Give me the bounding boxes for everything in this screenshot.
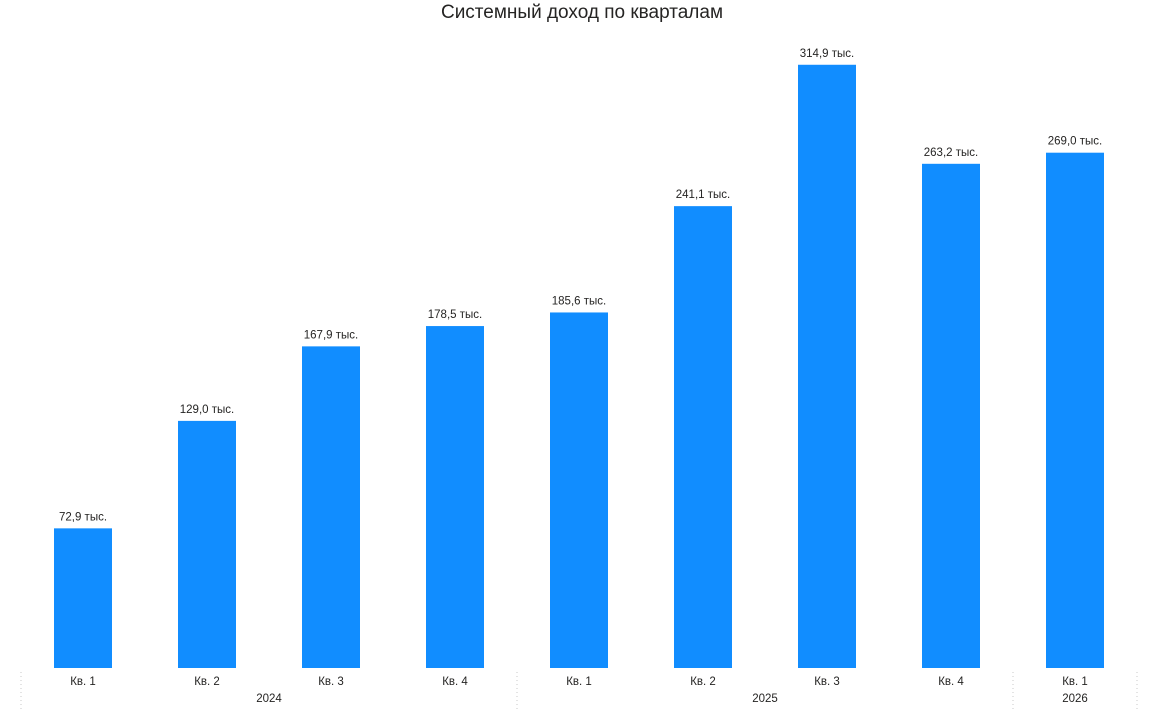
x-tick-label: Кв. 3 — [814, 676, 840, 688]
x-year-label: 2024 — [256, 693, 282, 705]
bar[interactable] — [674, 206, 732, 668]
x-tick-label: Кв. 4 — [938, 676, 964, 688]
x-tick-label: Кв. 1 — [70, 676, 96, 688]
x-year-label: 2026 — [1062, 693, 1088, 705]
x-axis-tick-labels: Кв. 1 Кв. 2 Кв. 3 Кв. 4 Кв. 1 Кв. 2 Кв. 3 Кв. 4… — [70, 676, 1088, 688]
bar[interactable] — [426, 326, 484, 668]
data-label: 185,6 тыс. — [552, 295, 606, 307]
bar[interactable] — [550, 312, 608, 668]
chart-title: Системный доход по кварталам — [441, 2, 723, 23]
data-label: 269,0 тыс. — [1048, 136, 1102, 148]
data-label: 72,9 тыс. — [59, 511, 107, 523]
x-year-label: 2025 — [752, 693, 778, 705]
bar[interactable] — [178, 420, 236, 668]
x-tick-label: Кв. 1 — [566, 676, 592, 688]
data-label: 178,5 тыс. — [428, 309, 482, 321]
data-label: 129,0 тыс. — [180, 404, 234, 416]
bar[interactable] — [302, 346, 360, 668]
x-axis-year-labels: 2024 2025 2026 — [256, 693, 1088, 705]
data-label: 167,9 тыс. — [304, 329, 358, 341]
bars-group — [54, 64, 1104, 669]
bar[interactable] — [922, 163, 980, 668]
bar[interactable] — [54, 528, 112, 668]
bar[interactable] — [1046, 152, 1104, 668]
x-tick-label: Кв. 2 — [690, 676, 716, 688]
x-tick-label: Кв. 3 — [318, 676, 344, 688]
data-label: 263,2 тыс. — [924, 147, 978, 159]
data-label: 241,1 тыс. — [676, 189, 730, 201]
x-tick-label: Кв. 2 — [194, 676, 220, 688]
data-labels-group: 72,9 тыс. 129,0 тыс. 167,9 тыс. 178,5 тыс. 1… — [59, 48, 1102, 524]
data-label: 314,9 тыс. — [800, 48, 854, 60]
x-tick-label: Кв. 4 — [442, 676, 468, 688]
x-tick-label: Кв. 1 — [1062, 676, 1088, 688]
bar[interactable] — [798, 64, 856, 669]
